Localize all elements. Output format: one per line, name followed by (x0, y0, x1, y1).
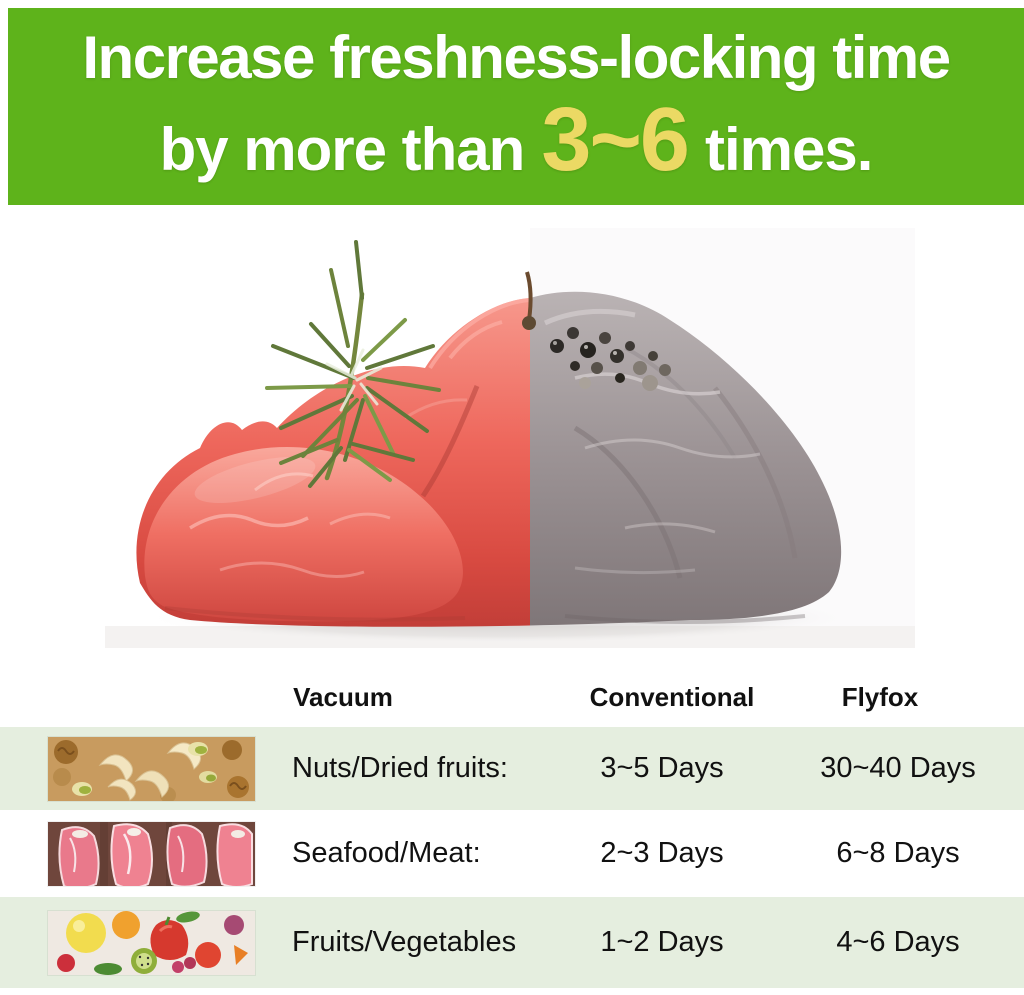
beef-comparison-illustration (105, 228, 915, 648)
column-header-vacuum: Vacuum (293, 682, 393, 712)
conventional-value: 3~5 Days (600, 752, 724, 784)
conventional-value: 2~3 Days (600, 837, 724, 869)
headline-banner: Increase freshness-locking time by more … (8, 8, 1024, 205)
table-row-seafood-meat: Seafood/Meat: 2~3 Days 6~8 Days (0, 810, 1024, 897)
row-label: Nuts/Dried fruits: (292, 752, 508, 784)
raw-meat-cuts-photo (48, 821, 255, 886)
rosemary-sprig (265, 240, 441, 488)
table-row-nuts: Nuts/Dried fruits: 3~5 Days 30~40 Days (0, 727, 1024, 810)
headline-line2: by more than 3~6 times. (159, 89, 874, 194)
row-label: Fruits/Vegetables (292, 926, 517, 958)
row-label: Seafood/Meat: (292, 837, 481, 869)
column-header-flyfox: Flyfox (841, 682, 919, 712)
flyfox-value: 30~40 Days (820, 752, 976, 784)
fresh-beef-half (136, 291, 530, 627)
headline-line2-prefix: by more than (159, 115, 526, 183)
headline-line1: Increase freshness-locking time (82, 23, 951, 91)
headline-highlight: 3~6 (541, 89, 690, 190)
flyfox-value: 6~8 Days (836, 837, 960, 869)
mixed-nuts-photo (48, 736, 255, 801)
spoiled-beef-half (530, 291, 842, 627)
flyfox-value: 4~6 Days (836, 926, 960, 958)
comparison-table-header: Vacuum Conventional Flyfox (0, 668, 1024, 727)
table-row-fruits-vegetables: Fruits/Vegetables 1~2 Days 4~6 Days (0, 897, 1024, 988)
peppercorns (522, 271, 671, 391)
conventional-value: 1~2 Days (600, 926, 724, 958)
headline-line2-suffix: times. (704, 115, 873, 183)
beef-comparison-photo (105, 228, 915, 648)
column-header-conventional: Conventional (589, 682, 755, 712)
fruits-vegetables-photo (48, 910, 255, 975)
